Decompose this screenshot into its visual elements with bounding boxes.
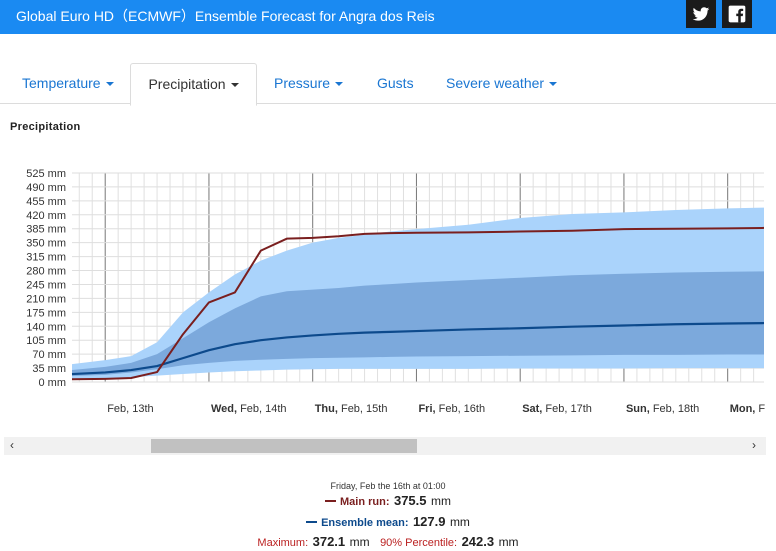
info-ensemble-mean: Ensemble mean: 127.9 mm	[0, 513, 776, 531]
caret-down-icon	[105, 82, 114, 87]
header-bar: Global Euro HD（ECMWF）Ensemble Forecast f…	[0, 0, 776, 34]
tab-divider	[0, 103, 776, 104]
precipitation-chart[interactable]: 0 mm 35 mm 70 mm 105 mm 140 mm 175 mm 210 mm 24…	[0, 160, 776, 430]
x-tick-label: Sun, Feb, 18th	[626, 403, 699, 415]
x-tick-date: Feb, 16th	[439, 403, 485, 415]
y-tick-label: 175 mm	[26, 307, 66, 319]
tab-precipitation[interactable]: Precipitation	[130, 63, 257, 106]
tab-label: Temperature	[22, 75, 101, 91]
maximum-label: Maximum:	[257, 537, 309, 549]
info-maximum: Maximum: 372.1 mm 90% Percentile: 242.3 …	[0, 533, 776, 551]
twitter-icon	[692, 7, 710, 21]
x-tick-label: Thu, Feb, 15th	[315, 403, 388, 415]
y-tick-label: 0 mm	[39, 377, 67, 389]
section-title: Precipitation	[10, 121, 81, 133]
y-tick-label: 280 mm	[26, 266, 66, 278]
timestamp-text: Friday, Feb the 16th at 01:00	[330, 481, 446, 491]
x-tick-day: Fri,	[418, 403, 438, 415]
ensemble-mean-legend-line	[306, 520, 318, 523]
x-tick-date: F	[758, 403, 765, 415]
y-tick-label: 140 mm	[26, 321, 66, 333]
page-title: Global Euro HD（ECMWF）Ensemble Forecast f…	[16, 8, 435, 24]
facebook-icon	[728, 5, 746, 23]
x-tick-day: Thu,	[315, 403, 341, 415]
x-tick-day: Mon,	[730, 403, 759, 415]
x-tick-label: Feb, 13th	[107, 403, 153, 415]
x-tick-date: Feb, 18th	[653, 403, 699, 415]
scroll-left-icon[interactable]: ‹	[10, 438, 14, 452]
unit-text: mm	[430, 494, 451, 508]
y-tick-label: 210 mm	[26, 293, 66, 305]
unit-text: mm	[449, 515, 470, 529]
x-tick-label: Mon, F	[730, 403, 766, 415]
x-tick-date: Feb, 13th	[107, 403, 153, 415]
x-tick-day: Sat,	[522, 403, 545, 415]
ensemble-mean-line	[71, 321, 765, 376]
chart-scrollbar[interactable]: ‹ ›	[4, 437, 766, 455]
unit-text: mm	[498, 535, 519, 549]
y-tick-label: 455 mm	[26, 196, 66, 208]
tab-label: Gusts	[377, 75, 414, 91]
x-tick-label: Sat, Feb, 17th	[522, 403, 592, 415]
y-tick-label: 525 mm	[26, 168, 66, 180]
y-tick-label: 420 mm	[26, 210, 66, 222]
tab-label: Pressure	[274, 75, 331, 91]
scroll-right-icon[interactable]: ›	[752, 438, 756, 452]
x-tick-date: Feb, 15th	[341, 403, 387, 415]
y-tick-label: 105 mm	[26, 335, 66, 347]
tab-severe-weather[interactable]: Severe weather	[446, 63, 562, 103]
p90-value: 242.3	[461, 534, 495, 549]
tab-bar: Temperature Precipitation Pressure Gusts…	[0, 34, 776, 106]
tab-temperature[interactable]: Temperature	[22, 63, 114, 103]
x-tick-day: Sun,	[626, 403, 653, 415]
y-tick-label: 315 mm	[26, 252, 66, 264]
twitter-button[interactable]	[686, 0, 716, 28]
y-tick-label: 70 mm	[32, 349, 66, 361]
x-tick-date: Feb, 14th	[240, 403, 286, 415]
tab-label: Precipitation	[148, 76, 226, 92]
tab-label: Severe weather	[446, 75, 545, 91]
ensemble-mean-value: 127.9	[412, 514, 446, 529]
x-tick-day: Wed,	[211, 403, 240, 415]
main-run-value: 375.5	[393, 493, 427, 508]
y-tick-label: 350 mm	[26, 238, 66, 250]
y-tick-label: 245 mm	[26, 279, 66, 291]
maximum-value: 372.1	[312, 534, 346, 549]
y-tick-label: 490 mm	[26, 182, 66, 194]
x-tick-date: Feb, 17th	[545, 403, 591, 415]
x-tick-label: Wed, Feb, 14th	[211, 403, 287, 415]
caret-down-icon	[335, 82, 344, 87]
ensemble-mean-label: Ensemble mean:	[321, 517, 409, 529]
y-tick-label: 35 mm	[32, 363, 66, 375]
unit-text: mm	[349, 535, 370, 549]
tab-gusts[interactable]: Gusts	[377, 63, 417, 103]
tab-pressure[interactable]: Pressure	[274, 63, 346, 103]
main-run-legend-line	[325, 499, 337, 502]
main-run-line	[71, 226, 765, 381]
main-run-label: Main run:	[340, 496, 390, 508]
p90-label: 90% Percentile:	[380, 537, 458, 549]
scroll-thumb[interactable]	[151, 439, 417, 453]
facebook-button[interactable]	[722, 0, 752, 28]
percentile-band	[72, 271, 764, 377]
info-main-run: Main run: 375.5 mm	[0, 492, 776, 510]
y-tick-label: 385 mm	[26, 224, 66, 236]
x-tick-label: Fri, Feb, 16th	[418, 403, 485, 415]
caret-down-icon	[549, 82, 558, 87]
caret-down-icon	[230, 83, 239, 88]
info-timestamp: Friday, Feb the 16th at 01:00	[0, 476, 776, 494]
